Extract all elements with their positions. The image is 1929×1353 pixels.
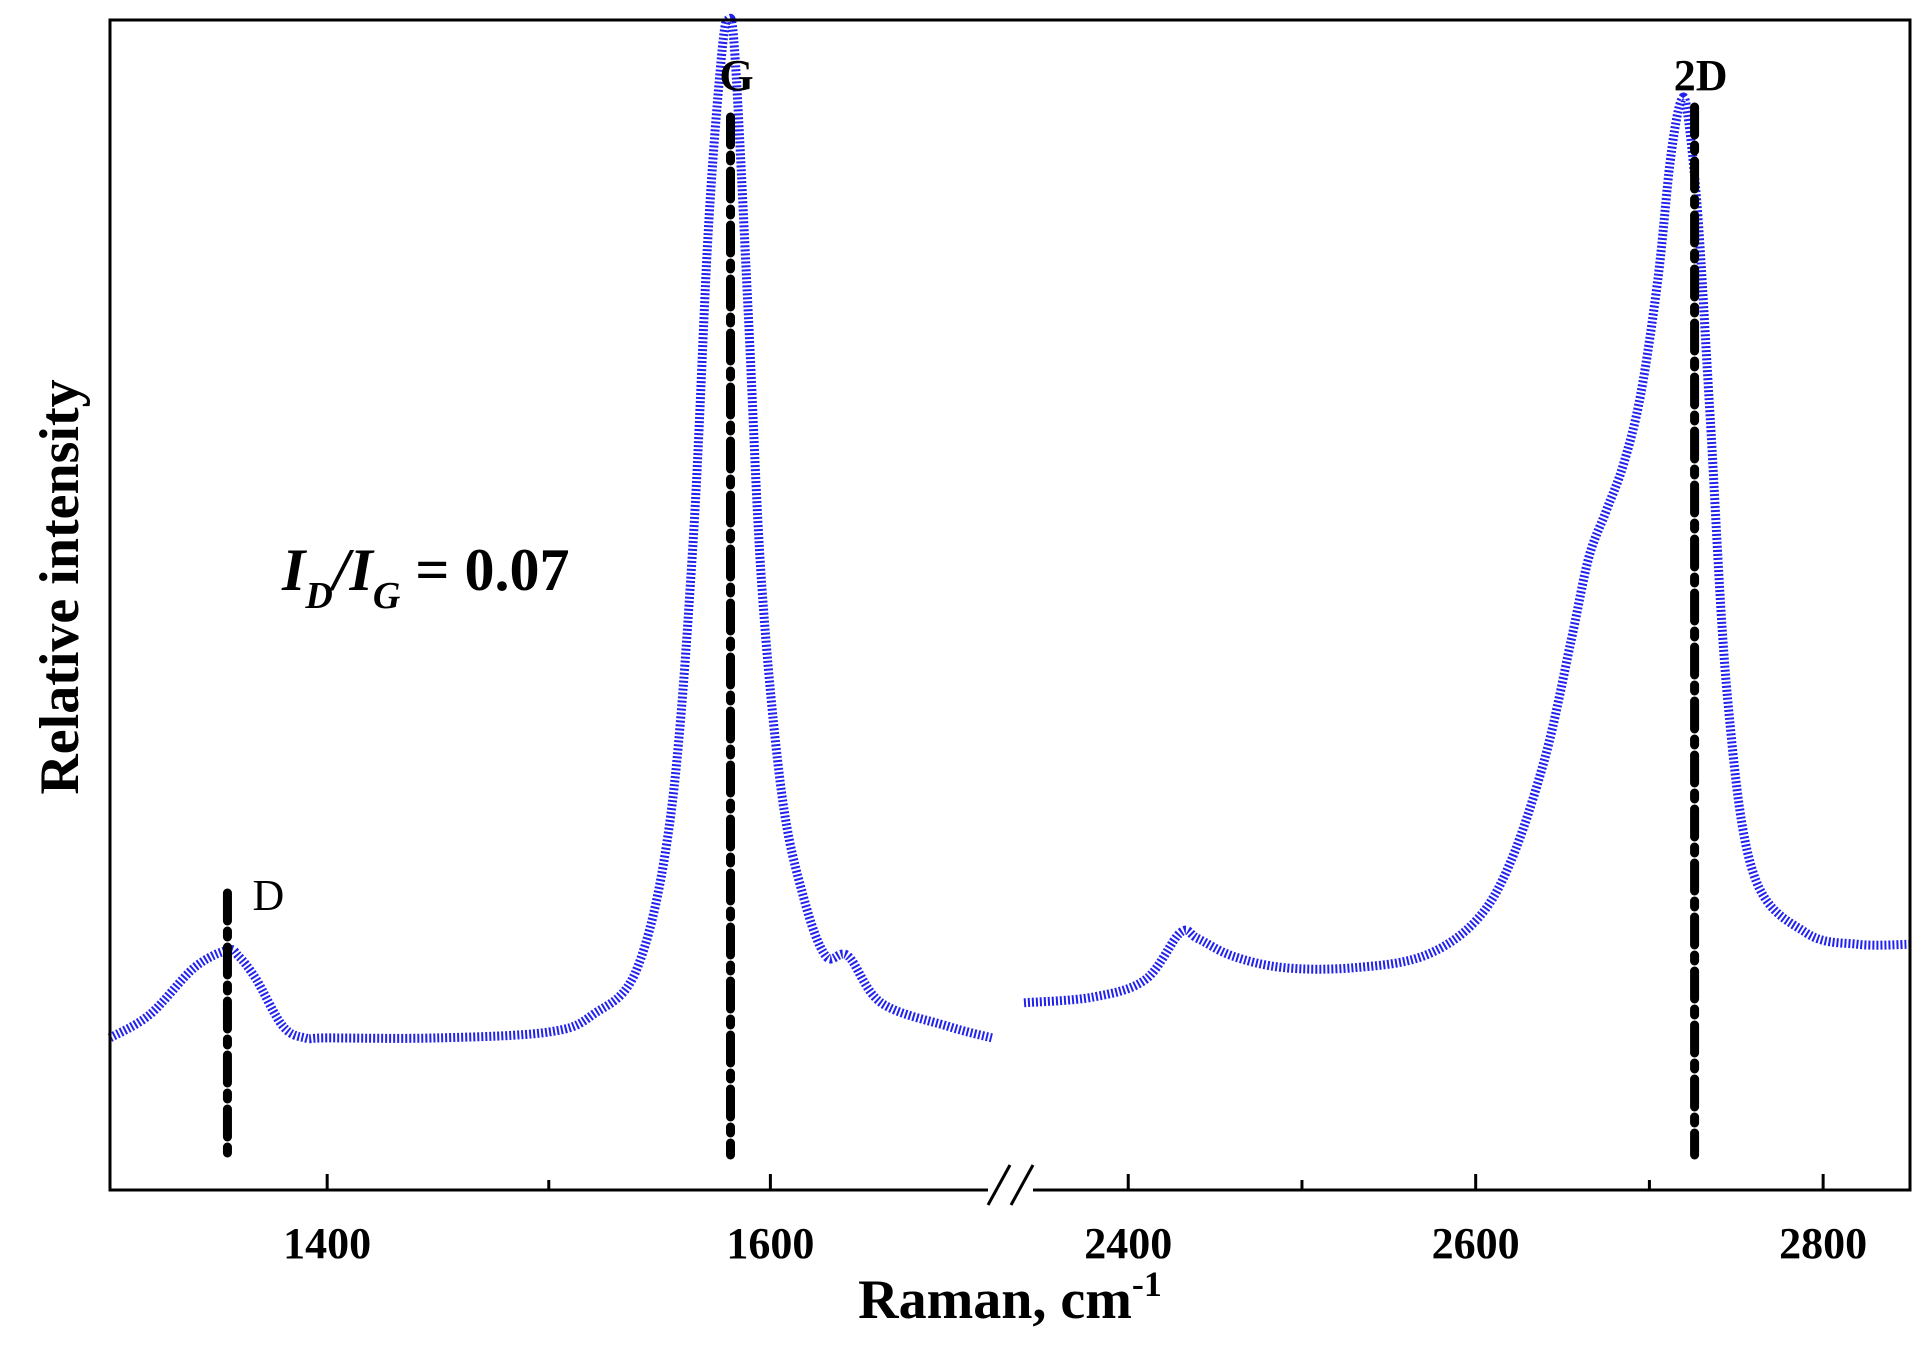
tick-layer: 1400 1600 2400 2600 2800 — [283, 1174, 1867, 1268]
ratio-annotation: ID/IG = 0.07 — [281, 537, 570, 617]
x-tick-label: 1400 — [283, 1219, 371, 1268]
x-axis-title: Raman, cm-1 — [858, 1264, 1162, 1331]
spectrum-line-1 — [107, 13, 994, 1044]
x-tick-label: 2600 — [1432, 1219, 1520, 1268]
peak-marker-layer: D G 2D — [222, 51, 1728, 1160]
spectrum-layer — [107, 13, 1911, 1044]
x-axis-title-superscript: -1 — [1132, 1264, 1162, 1304]
x-tick-label: 2800 — [1779, 1219, 1867, 1268]
x-tick-label: 2400 — [1084, 1219, 1172, 1268]
spectrum-line-2 — [1023, 92, 1911, 1008]
peak-label-d: D — [252, 871, 284, 920]
x-tick-label: 1600 — [726, 1219, 814, 1268]
peak-label-g: G — [719, 51, 753, 100]
axis-break — [986, 1164, 1035, 1206]
y-axis-title: Relative intensity — [29, 379, 91, 794]
peak-label-2d: 2D — [1674, 51, 1728, 100]
